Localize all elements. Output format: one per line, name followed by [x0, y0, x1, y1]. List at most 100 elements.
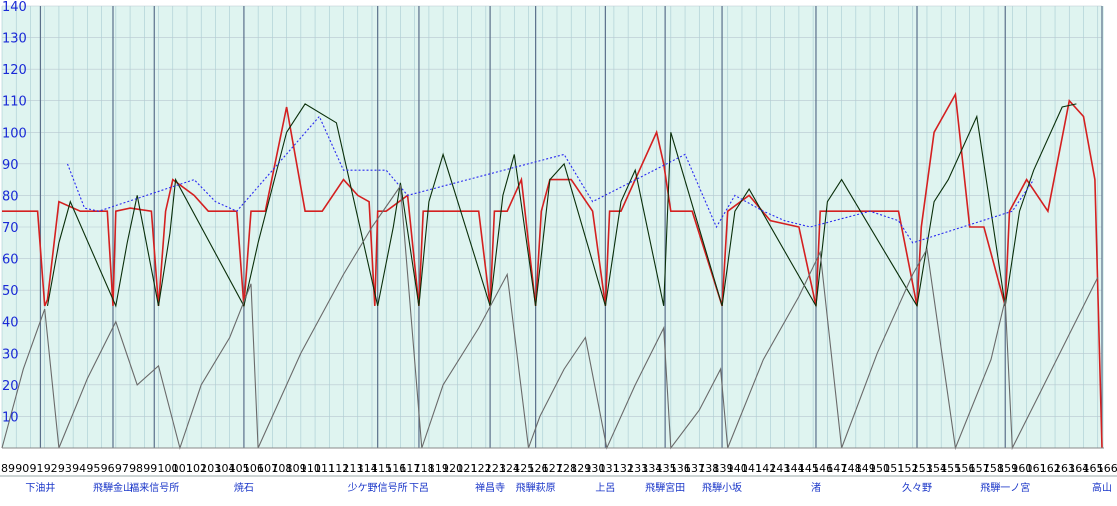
x-tick-label: 146 [812, 462, 833, 475]
x-tick-label: 101 [172, 462, 193, 475]
x-tick-label: 119 [428, 462, 449, 475]
x-tick-label: 149 [855, 462, 876, 475]
x-tick-label: 158 [983, 462, 1004, 475]
x-tick-label: 145 [798, 462, 819, 475]
x-tick-label: 100 [158, 462, 179, 475]
y-tick-label: 140 [2, 0, 27, 15]
x-tick-label: 151 [883, 462, 904, 475]
x-tick-label: 160 [1011, 462, 1032, 475]
x-tick-label: 108 [271, 462, 292, 475]
x-tick-label: 135 [656, 462, 677, 475]
station-label: 飛騨小坂 [702, 481, 742, 494]
x-tick-label: 162 [1040, 462, 1061, 475]
x-tick-label: 148 [841, 462, 862, 475]
station-label: 下油井 [25, 481, 55, 494]
x-tick-label: 163 [1054, 462, 1075, 475]
y-tick-label: 80 [2, 189, 19, 204]
station-label: 飛騨萩原 [516, 481, 556, 494]
x-tick-label: 131 [599, 462, 620, 475]
x-tick-label: 155 [940, 462, 961, 475]
x-tick-label: 125 [513, 462, 534, 475]
x-tick-label: 147 [826, 462, 847, 475]
y-axis-ticks: 10 20 30 40 50 60 70 80 90 100 110 120 130 140 [2, 0, 27, 425]
station-label: 高山 [1092, 481, 1112, 494]
station-label: 飛騨金山 [93, 481, 133, 494]
x-tick-label: 109 [286, 462, 307, 475]
y-tick-label: 60 [2, 253, 19, 268]
x-tick-label: 129 [570, 462, 591, 475]
x-tick-label: 159 [997, 462, 1018, 475]
y-tick-label: 110 [2, 95, 27, 110]
x-tick-label: 104 [214, 462, 235, 475]
x-tick-label: 132 [613, 462, 634, 475]
x-tick-label: 137 [684, 462, 705, 475]
x-tick-label: 112 [328, 462, 349, 475]
x-tick-label: 90 [15, 462, 29, 475]
x-tick-label: 165 [1083, 462, 1104, 475]
y-tick-label: 70 [2, 221, 19, 236]
x-tick-label: 89 [1, 462, 15, 475]
x-tick-label: 130 [584, 462, 605, 475]
x-tick-label: 143 [769, 462, 790, 475]
x-tick-label: 126 [528, 462, 549, 475]
series-line-4 [1, 184, 1099, 451]
x-tick-label: 99 [143, 462, 157, 475]
x-tick-label: 123 [485, 462, 506, 475]
x-tick-label: 128 [556, 462, 577, 475]
x-tick-label: 113 [343, 462, 364, 475]
x-tick-label: 117 [399, 462, 420, 475]
station-label: 久々野 [902, 482, 932, 494]
x-tick-label: 141 [741, 462, 762, 475]
x-tick-label: 96 [101, 462, 115, 475]
x-tick-label: 102 [186, 462, 207, 475]
station-label: 禅昌寺 [475, 481, 505, 494]
series-line-3 [66, 115, 1035, 244]
station-label: 下呂 [409, 482, 429, 494]
x-tick-label: 120 [442, 462, 463, 475]
x-tick-label: 140 [727, 462, 748, 475]
x-tick-label: 142 [755, 462, 776, 475]
x-tick-label: 122 [471, 462, 492, 475]
station-label: 焼石 [234, 482, 254, 494]
x-tick-label: 166 [1097, 462, 1117, 475]
x-tick-label: 134 [641, 462, 662, 475]
x-tick-label: 154 [926, 462, 947, 475]
x-tick-label: 150 [869, 462, 890, 475]
x-tick-label: 116 [385, 462, 406, 475]
x-tick-label: 161 [1026, 462, 1047, 475]
x-tick-label: 98 [129, 462, 143, 475]
x-tick-label: 97 [115, 462, 129, 475]
series-lines [1, 91, 1103, 451]
x-tick-label: 105 [229, 462, 250, 475]
x-tick-label: 106 [243, 462, 264, 475]
y-tick-label: 50 [2, 284, 19, 299]
station-label: 渚 [811, 482, 821, 494]
y-tick-label: 100 [2, 126, 27, 141]
x-tick-label: 110 [300, 462, 321, 475]
x-tick-label: 133 [627, 462, 648, 475]
x-tick-label: 118 [414, 462, 435, 475]
x-tick-label: 144 [784, 462, 805, 475]
x-tick-label: 153 [912, 462, 933, 475]
x-tick-label: 121 [456, 462, 477, 475]
x-axis-ticks: 89 90 91 92 93 94 95 96 97 98 99 100101102103104105… [1, 462, 1117, 475]
x-tick-label: 94 [72, 462, 86, 475]
y-tick-label: 120 [2, 63, 27, 78]
x-tick-label: 92 [44, 462, 58, 475]
station-label: 少ケ野信号所 [348, 482, 408, 494]
station-label: 飛騨宮田 [645, 481, 685, 494]
series-line-2 [46, 103, 1077, 308]
x-tick-label: 138 [698, 462, 719, 475]
x-tick-label: 114 [357, 462, 378, 475]
y-tick-label: 20 [2, 379, 19, 394]
x-tick-label: 157 [969, 462, 990, 475]
y-tick-label: 130 [2, 32, 27, 47]
y-tick-label: 40 [2, 316, 19, 331]
y-tick-label: 90 [2, 158, 19, 173]
y-tick-label: 10 [2, 410, 19, 425]
x-tick-label: 124 [499, 462, 520, 475]
x-tick-label: 164 [1068, 462, 1089, 475]
